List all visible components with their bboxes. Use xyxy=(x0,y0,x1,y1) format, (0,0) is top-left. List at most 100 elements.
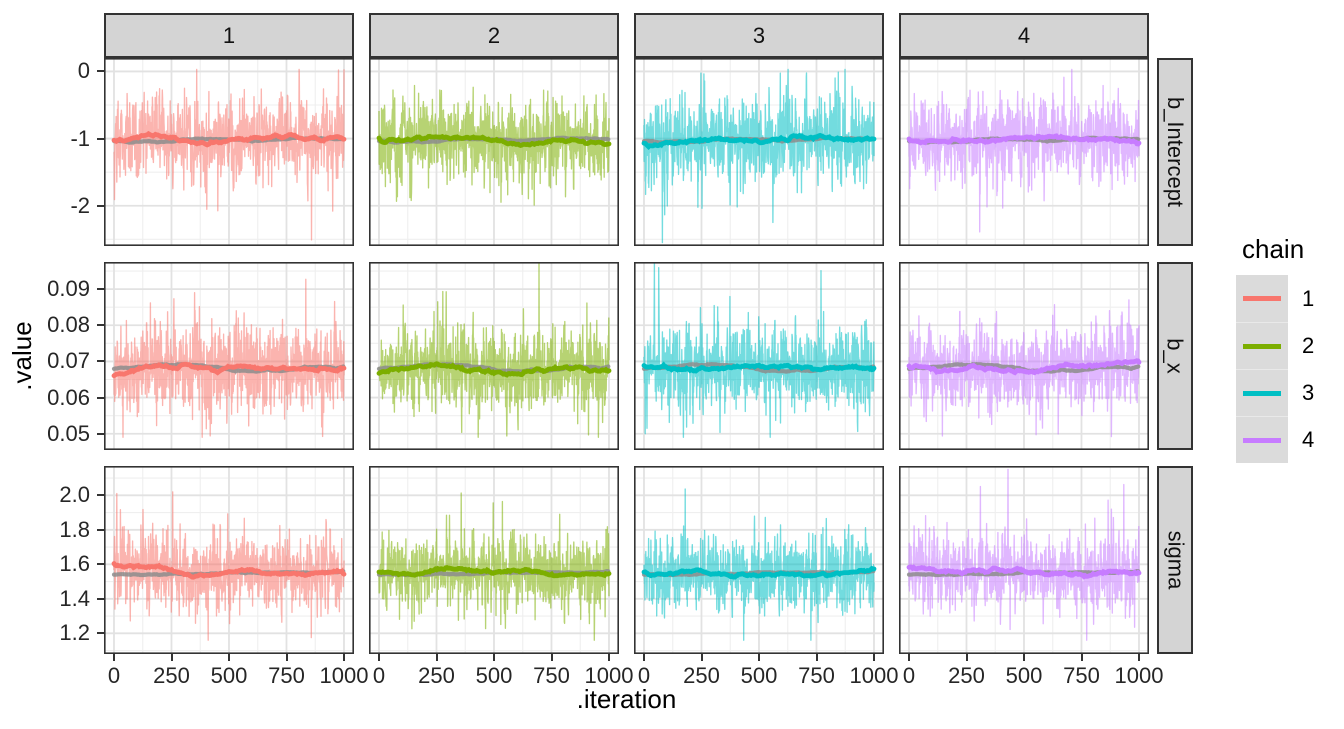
facet-panel-b_Intercept-2 xyxy=(369,58,619,246)
y-tick-label: 0.07 xyxy=(47,348,90,374)
smooth-line xyxy=(641,565,877,580)
x-axis-title: .iteration xyxy=(576,684,677,714)
facet-strip-col-3: 3 xyxy=(634,13,884,58)
x-tick-mark xyxy=(170,654,173,661)
facet-panel-b_Intercept-4 xyxy=(899,58,1149,246)
y-tick-mark xyxy=(97,324,104,327)
trace-line xyxy=(113,68,345,241)
x-tick-mark xyxy=(343,654,345,661)
legend-key-line xyxy=(1243,437,1281,443)
facet-panel-b_x-3 xyxy=(634,262,884,450)
smooth-line xyxy=(906,358,1142,376)
legend-key-4 xyxy=(1236,416,1288,463)
x-tick-label: 500 xyxy=(210,663,248,688)
panel-border xyxy=(899,58,1149,246)
x-tick-label: 500 xyxy=(740,663,778,688)
y-tick-mark xyxy=(97,360,104,363)
panel-border xyxy=(634,262,884,450)
smooth-line xyxy=(111,561,347,580)
x-tick-mark xyxy=(700,654,703,661)
y-tick-label: 0 xyxy=(77,58,90,84)
y-tick-label: -2 xyxy=(70,192,90,218)
x-tick-mark xyxy=(873,654,875,661)
y-tick-label: 1.6 xyxy=(59,551,90,577)
facet-strip-row-label: sigma xyxy=(1163,530,1188,590)
panel-border xyxy=(369,262,619,450)
y-tick-label: 0.05 xyxy=(47,420,90,446)
smooth-line xyxy=(906,133,1142,147)
smooth-line xyxy=(376,361,612,378)
x-tick-mark xyxy=(285,654,288,661)
facet-panel-sigma-1 xyxy=(104,466,354,654)
y-tick-mark xyxy=(97,288,104,291)
panel-border xyxy=(104,58,354,246)
y-tick-label: 2.0 xyxy=(59,482,90,508)
facet-panel-b_x-2 xyxy=(369,262,619,450)
y-tick-label: 1.8 xyxy=(59,516,90,542)
legend-key-line xyxy=(1243,343,1281,349)
facet-panel-b_x-1 xyxy=(104,262,354,450)
panel-border xyxy=(104,262,354,450)
legend-item-2: 2 xyxy=(1236,322,1314,369)
x-tick-mark xyxy=(378,654,380,661)
x-tick-label: 750 xyxy=(533,663,570,688)
facet-panel-b_Intercept-3 xyxy=(634,58,884,246)
panel-border xyxy=(369,58,619,246)
legend-item-3: 3 xyxy=(1236,369,1314,416)
legend-item-4: 4 xyxy=(1236,416,1314,463)
facet-strip-row-label: b_x xyxy=(1163,338,1189,374)
facet-panel-b_x-4 xyxy=(899,262,1149,450)
y-tick-mark xyxy=(97,563,104,566)
y-tick-label: 1.4 xyxy=(59,585,90,611)
legend-key-1 xyxy=(1236,275,1288,322)
x-tick-label: 500 xyxy=(475,663,513,688)
legend-label: 4 xyxy=(1302,426,1315,452)
panel-border xyxy=(899,466,1149,654)
x-tick-mark xyxy=(493,654,495,661)
x-tick-label: 250 xyxy=(948,663,985,688)
trace-line xyxy=(113,278,345,438)
y-tick-mark xyxy=(97,494,104,497)
facet-panel-sigma-4 xyxy=(899,466,1149,654)
y-tick-mark xyxy=(97,432,104,435)
x-tick-mark xyxy=(228,654,230,661)
x-tick-mark xyxy=(1023,654,1025,661)
facet-panel-sigma-3 xyxy=(634,466,884,654)
x-tick-mark xyxy=(550,654,553,661)
smooth-line xyxy=(906,564,1142,580)
trace-line xyxy=(378,262,610,438)
x-tick-label: 1000 xyxy=(584,663,634,688)
trace-line xyxy=(908,468,1140,641)
facet-panel-b_Intercept-1 xyxy=(104,58,354,246)
trace-line xyxy=(643,68,875,244)
y-tick-mark xyxy=(97,597,104,600)
x-tick-mark xyxy=(643,654,645,661)
x-tick-label: 250 xyxy=(683,663,720,688)
legend-item-1: 1 xyxy=(1236,275,1314,322)
facet-strip-col-1: 1 xyxy=(104,13,354,58)
x-tick-label: 250 xyxy=(153,663,190,688)
x-tick-label: 500 xyxy=(1005,663,1043,688)
panel-border xyxy=(104,466,354,654)
smooth-line xyxy=(376,564,612,579)
x-tick-label: 750 xyxy=(268,663,305,688)
trace-line xyxy=(378,492,610,641)
smooth-line xyxy=(641,132,877,150)
trace-line xyxy=(908,299,1140,438)
x-tick-label: 750 xyxy=(1063,663,1100,688)
y-tick-label: 1.2 xyxy=(59,620,90,646)
legend-title: chain xyxy=(1242,234,1305,264)
legend-label: 2 xyxy=(1302,332,1315,358)
x-tick-label: 750 xyxy=(798,663,835,688)
y-tick-mark xyxy=(97,70,104,73)
legend-label: 3 xyxy=(1302,379,1315,405)
panel-border xyxy=(634,58,884,246)
y-tick-label: 0.06 xyxy=(47,384,90,410)
legend-key-2 xyxy=(1236,322,1288,369)
y-tick-mark xyxy=(97,632,104,635)
x-tick-label: 250 xyxy=(418,663,455,688)
panel-border xyxy=(369,466,619,654)
x-tick-mark xyxy=(1138,654,1140,661)
trace-line xyxy=(908,68,1140,233)
